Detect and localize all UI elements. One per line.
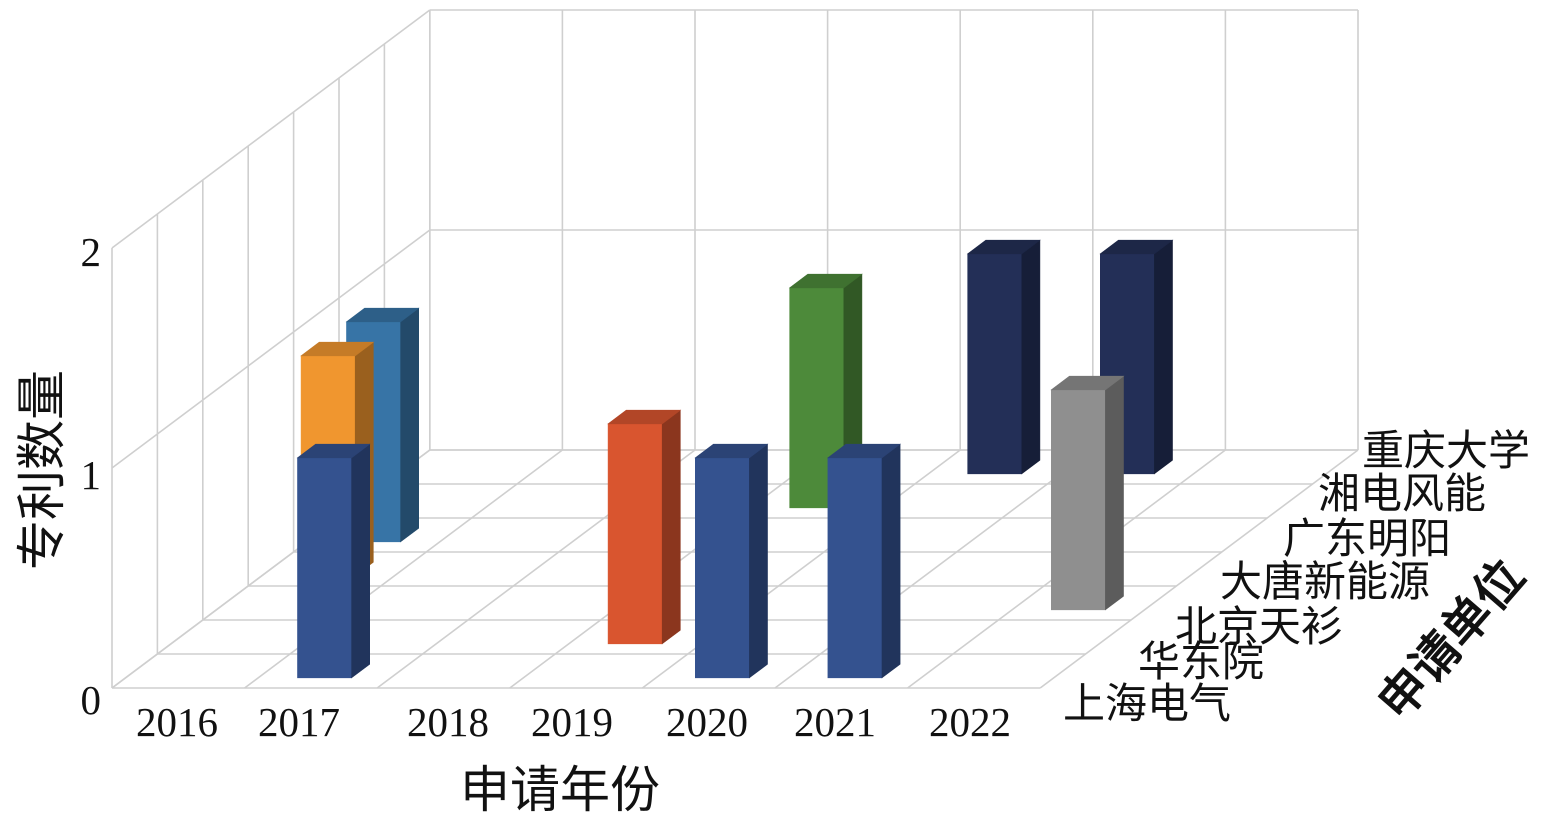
depth-tick-label: 上海电气	[1063, 682, 1231, 728]
bar-s0-2017	[296, 443, 371, 679]
x-tick-label: 2020	[666, 699, 748, 745]
bar-s1-2019	[607, 409, 682, 645]
x-tick-label: 2018	[407, 699, 489, 745]
y-axis-ticks: 0 1 2	[81, 229, 102, 723]
depth-tick-label: 广东明阳	[1283, 516, 1451, 563]
bar-top-face	[966, 239, 1041, 255]
bar-top-face	[1099, 239, 1174, 255]
x-tick-label: 2021	[794, 699, 876, 745]
bar-front-face	[607, 423, 663, 645]
y-tick-label: 1	[81, 452, 102, 498]
bar-front-face	[1051, 389, 1106, 611]
bar-side-face	[351, 443, 371, 679]
bar-side-face	[1154, 239, 1173, 475]
side-wall-gridline	[111, 229, 431, 469]
x-axis-title: 申请年份	[460, 762, 660, 818]
depth-tick-label: 重庆大学	[1362, 428, 1530, 475]
bar-front-face	[694, 457, 750, 679]
chart-bars	[296, 239, 1174, 679]
depth-tick-label: 湘电风能	[1318, 472, 1486, 518]
y-tick-label: 2	[81, 229, 102, 275]
x-tick-label: 2016	[136, 699, 218, 745]
bar-side-face	[749, 443, 768, 679]
x-axis-ticks: 2016 2017 2018 2019 2020 2021 2022	[136, 699, 1011, 745]
bar-top-face	[296, 443, 371, 459]
bar-front-face	[967, 253, 1023, 475]
bar-top-face	[300, 341, 375, 357]
bar-front-face	[827, 457, 883, 679]
bar-top-face	[1050, 375, 1125, 391]
bar-side-face	[1105, 375, 1124, 611]
floor-gridline	[1039, 449, 1359, 689]
y-axis-title: 专利数量	[14, 370, 70, 570]
bar-s0-2021	[827, 443, 901, 679]
bar-front-face	[297, 457, 352, 679]
x-tick-label: 2019	[531, 699, 613, 745]
bar-top-face	[788, 273, 863, 289]
bar-top-face	[694, 443, 769, 459]
bar-s0-2020	[694, 443, 769, 679]
x-tick-label: 2017	[258, 699, 340, 745]
y-tick-label: 0	[81, 677, 102, 723]
bar-top-face	[345, 307, 420, 323]
side-wall-gridline	[111, 9, 431, 249]
x-tick-label: 2022	[929, 699, 1011, 745]
bar-s6-2020	[966, 239, 1041, 475]
bar-s2-2022	[1050, 375, 1125, 611]
bar-side-face	[1021, 239, 1041, 475]
depth-axis-ticks: 上海电气 华东院 北京天衫 大唐新能源 广东明阳 湘电风能 重庆大学	[1063, 428, 1530, 728]
bar-side-face	[881, 443, 901, 679]
depth-tick-label: 华东院	[1138, 639, 1264, 686]
bar-top-face	[607, 409, 682, 425]
depth-tick-label: 大唐新能源	[1220, 559, 1430, 606]
bar-side-face	[400, 307, 420, 543]
bar-top-face	[827, 443, 901, 459]
depth-tick-label: 北京天衫	[1175, 604, 1343, 651]
bar-side-face	[661, 409, 681, 645]
